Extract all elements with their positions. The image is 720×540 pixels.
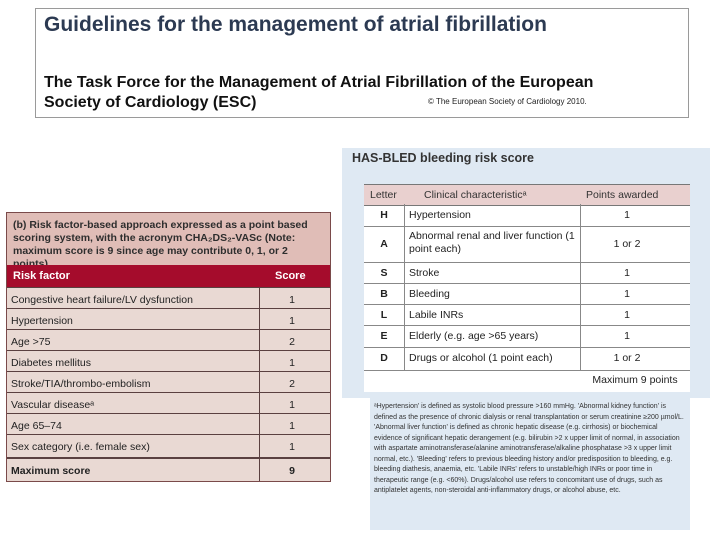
document-title: Guidelines for the management of atrial …	[44, 13, 547, 36]
points-cell: 1	[624, 330, 630, 342]
table-row: Diabetes mellitus 1	[7, 350, 330, 372]
cha-table-heading: (b) Risk factor-based approach expressed…	[7, 213, 330, 270]
has-bled-title: HAS-BLED bleeding risk score	[352, 151, 534, 165]
score-header: Score	[275, 270, 306, 282]
clinical-cell: Drugs or alcohol (1 point each)	[409, 352, 553, 364]
clinical-characteristic-header: Clinical characteristicᵃ	[424, 189, 527, 201]
letter-cell: S	[380, 267, 388, 279]
risk-factor-cell: Vascular diseaseᵃ	[11, 399, 95, 411]
table-row: E Elderly (e.g. age >65 years) 1	[364, 325, 690, 348]
points-cell: 1	[624, 309, 630, 321]
table-row: Vascular diseaseᵃ 1	[7, 392, 330, 414]
letter-cell: L	[380, 309, 388, 321]
has-bled-table: Letter Clinical characteristicᵃ Points a…	[364, 184, 690, 392]
document-subtitle: The Task Force for the Management of Atr…	[44, 74, 594, 111]
score-cell: 9	[289, 465, 295, 477]
risk-factor-cell: Stroke/TIA/thrombo-embolism	[11, 378, 151, 390]
table-row: S Stroke 1	[364, 262, 690, 284]
letter-header: Letter	[370, 189, 397, 201]
points-cell: 1	[624, 209, 630, 221]
score-cell: 2	[289, 378, 295, 390]
copyright-notice: © The European Society of Cardiology 201…	[428, 97, 587, 106]
letter-cell: B	[380, 288, 388, 300]
clinical-cell: Hypertension	[409, 209, 471, 221]
risk-factor-header: Risk factor	[13, 270, 70, 282]
score-cell: 1	[289, 399, 295, 411]
points-cell: 1 or 2	[613, 352, 641, 364]
footnote-text: ᵃHypertension' is defined as systolic bl…	[374, 403, 684, 494]
score-cell: 1	[289, 315, 295, 327]
column-divider	[580, 204, 581, 370]
column-divider	[259, 287, 260, 481]
maximum-points: Maximum 9 points	[592, 374, 678, 386]
has-bled-column-header: Letter Clinical characteristicᵃ Points a…	[364, 184, 690, 206]
letter-cell: E	[380, 330, 388, 342]
score-cell: 1	[289, 420, 295, 432]
letter-cell: A	[380, 238, 388, 250]
risk-factor-cell: Age 65–74	[11, 420, 62, 432]
risk-factor-cell: Maximum score	[11, 465, 91, 477]
clinical-cell: Elderly (e.g. age >65 years)	[409, 330, 539, 342]
risk-factor-cell: Diabetes mellitus	[11, 357, 91, 369]
clinical-cell: Abnormal renal and liver function (1 poi…	[409, 230, 575, 255]
risk-factor-cell: Age >75	[11, 336, 51, 348]
score-cell: 1	[289, 294, 295, 306]
table-row: Age 65–74 1	[7, 413, 330, 435]
clinical-cell: Bleeding	[409, 288, 450, 300]
score-cell: 1	[289, 357, 295, 369]
score-cell: 2	[289, 336, 295, 348]
table-row: Sex category (i.e. female sex) 1	[7, 434, 330, 456]
table-row: H Hypertension 1	[364, 204, 690, 227]
points-cell: 1	[624, 267, 630, 279]
letter-cell: D	[380, 352, 388, 364]
risk-factor-cell: Congestive heart failure/LV dysfunction	[11, 294, 193, 306]
table-row: Stroke/TIA/thrombo-embolism 2	[7, 371, 330, 393]
risk-factor-cell: Sex category (i.e. female sex)	[11, 441, 150, 453]
points-cell: 1 or 2	[613, 238, 641, 250]
table-row: L Labile INRs 1	[364, 304, 690, 326]
points-awarded-header: Points awarded	[586, 189, 659, 201]
score-cell: 1	[289, 441, 295, 453]
table-row: Congestive heart failure/LV dysfunction …	[7, 287, 330, 309]
cha-column-header: Risk factor Score	[7, 265, 330, 287]
table-row: A Abnormal renal and liver function (1 p…	[364, 226, 690, 263]
table-row: Hypertension 1	[7, 308, 330, 330]
letter-cell: H	[380, 209, 388, 221]
has-bled-panel: HAS-BLED bleeding risk score Letter Clin…	[342, 148, 710, 398]
points-cell: 1	[624, 288, 630, 300]
column-divider	[404, 204, 405, 370]
risk-factor-cell: Hypertension	[11, 315, 73, 327]
title-box: Guidelines for the management of atrial …	[35, 8, 689, 118]
table-row: Age >75 2	[7, 329, 330, 351]
cha2ds2-vasc-table: (b) Risk factor-based approach expressed…	[6, 212, 331, 482]
clinical-cell: Stroke	[409, 267, 440, 279]
table-row: D Drugs or alcohol (1 point each) 1 or 2	[364, 347, 690, 371]
maximum-score-row: Maximum score 9	[7, 457, 330, 483]
clinical-cell: Labile INRs	[409, 309, 464, 321]
table-row: B Bleeding 1	[364, 283, 690, 305]
has-bled-footnote: ᵃHypertension' is defined as systolic bl…	[370, 398, 690, 530]
